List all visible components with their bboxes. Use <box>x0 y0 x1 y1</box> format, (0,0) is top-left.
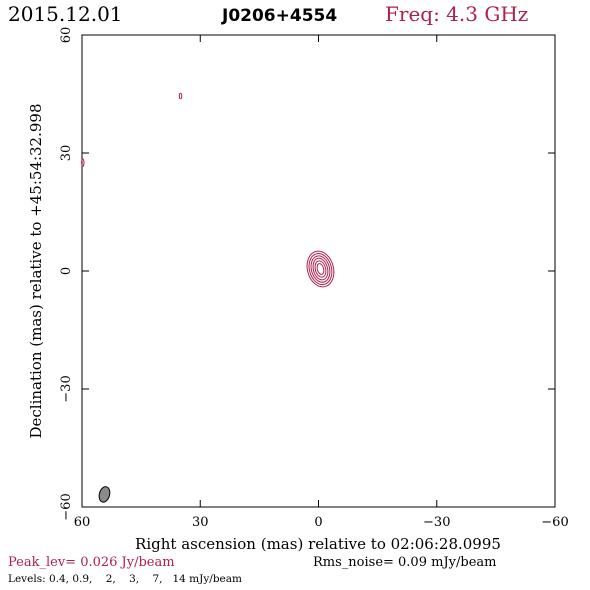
y-tick-label: −30 <box>59 375 74 402</box>
axis-ticks <box>81 34 556 508</box>
contour-levels: Levels: 0.4, 0.9, 2, 3, 7, 14 mJy/beam <box>8 573 242 585</box>
y-tick-label: −60 <box>59 493 74 520</box>
contour-spot-1 <box>178 92 183 100</box>
observation-date: 2015.12.01 <box>8 2 123 26</box>
contour-core <box>314 260 327 278</box>
frequency-label: Freq: 4.3 GHz <box>385 2 528 26</box>
y-tick-label: 30 <box>59 145 74 162</box>
rms-noise: Rms_noise= 0.09 mJy/beam <box>313 555 496 570</box>
plot-frame <box>81 34 556 508</box>
x-tick-label: 30 <box>192 515 209 530</box>
peak-level: Peak_lev= 0.026 Jy/beam <box>8 555 175 570</box>
contour-core <box>312 257 329 281</box>
contour-core <box>316 263 325 275</box>
beam-ellipse <box>98 486 111 503</box>
contour-spot-2 <box>81 158 85 167</box>
x-tick-label: −30 <box>423 515 450 530</box>
x-tick-label: −60 <box>541 515 568 530</box>
y-tick-label: 0 <box>59 267 74 275</box>
x-tick-label: 0 <box>314 515 322 530</box>
x-tick-label: 60 <box>74 515 91 530</box>
contour-core <box>310 255 331 283</box>
source-name: J0206+4554 <box>221 6 337 26</box>
contour-core <box>308 253 333 286</box>
y-tick-label: 60 <box>59 27 74 44</box>
contour-layer <box>81 92 335 288</box>
contour-core <box>306 250 335 288</box>
y-axis-label: Declination (mas) relative to +45:54:32.… <box>27 103 45 438</box>
axis-tick-labels: 60 30 0 −30 −60 −60 −30 0 30 60 <box>59 27 569 530</box>
x-axis-label: Right ascension (mas) relative to 02:06:… <box>135 535 501 553</box>
